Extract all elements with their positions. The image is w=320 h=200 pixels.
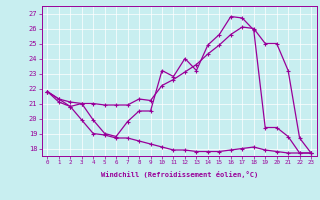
- X-axis label: Windchill (Refroidissement éolien,°C): Windchill (Refroidissement éolien,°C): [100, 171, 258, 178]
